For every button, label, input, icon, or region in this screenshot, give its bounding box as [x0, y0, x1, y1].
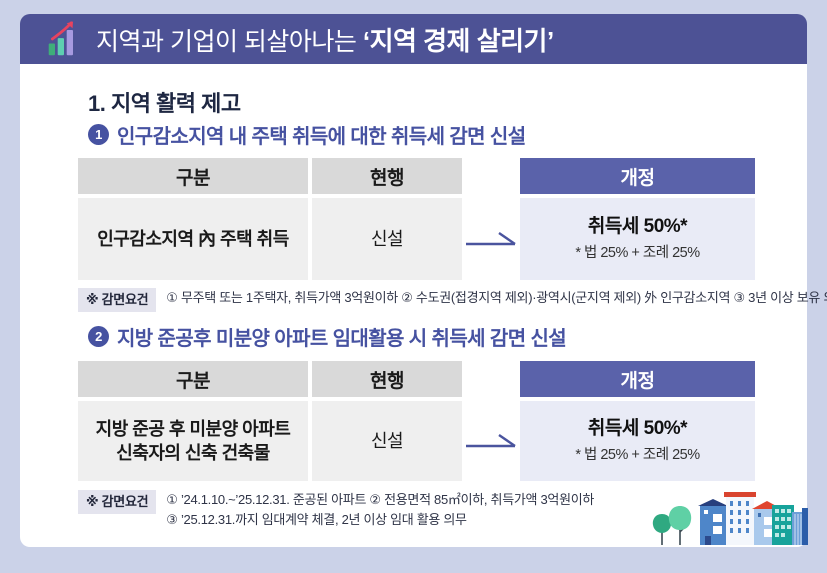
right-arrow-icon	[466, 232, 516, 246]
page-title: 지역과 기업이 되살아나는 ‘지역 경제 살리기’	[96, 21, 554, 58]
note-2-line1: ① ’24.1.10.~’25.12.31. 준공된 아파트 ② 전용면적 85…	[166, 492, 595, 507]
table2-revised-sub: * 법 25% + 조례 25%	[575, 447, 700, 464]
note-1-badge: ※ 감면요건	[78, 288, 157, 312]
note-2-badge: ※ 감면요건	[78, 490, 157, 514]
table2-cell-current: 신설	[312, 401, 462, 481]
table1-header-current: 현행	[312, 158, 462, 194]
table1-revised-main: 취득세 50%*	[587, 216, 688, 238]
rising-chart-icon	[48, 21, 73, 56]
comparison-table-1: 구분 현행 개정 인구감소지역 內 주택 취득 신설 취득세 50%* * 법 …	[78, 158, 755, 280]
table1-cell-current: 신설	[312, 198, 462, 280]
table1-header-category: 구분	[78, 158, 308, 194]
note-1: ※ 감면요건 ① 무주택 또는 1주택자, 취득가액 3억원이하 ② 수도권(접…	[78, 288, 827, 312]
number-badge-1: 1	[88, 124, 109, 145]
note-1-line1: ① 무주택 또는 1주택자, 취득가액 3억원이하 ② 수도권(접경지역 제외)…	[166, 290, 827, 305]
subsection-2-heading-text: 지방 준공후 미분양 아파트 임대활용 시 취득세 감면 신설	[117, 328, 567, 350]
city-illustration	[652, 492, 808, 545]
table2-revised-main: 취득세 50%*	[587, 418, 688, 440]
table1-cell-revised: 취득세 50%* * 법 25% + 조례 25%	[520, 198, 755, 280]
table2-arrow-cell	[466, 401, 516, 481]
number-badge-2: 2	[88, 326, 109, 347]
table2-cell-category: 지방 준공 후 미분양 아파트 신축자의 신축 건축물	[78, 401, 308, 481]
table2-header-spacer	[466, 361, 516, 397]
section-title: 1. 지역 활력 제고	[88, 91, 241, 116]
table2-header-current: 현행	[312, 361, 462, 397]
table1-revised-sub: * 법 25% + 조례 25%	[575, 245, 700, 262]
content-card: 1. 지역 활력 제고 1 인구감소지역 내 주택 취득에 대한 취득세 감면 …	[20, 64, 827, 547]
table2-cell-category-line1: 지방 준공 후 미분양 아파트	[95, 418, 291, 439]
table2-cell-category-line2: 신축자의 신축 건축물	[116, 443, 270, 463]
table1-arrow-cell	[466, 198, 516, 280]
table1-cell-category: 인구감소지역 內 주택 취득	[78, 198, 308, 280]
header-bar: 지역과 기업이 되살아나는 ‘지역 경제 살리기’	[20, 14, 807, 64]
comparison-table-2: 구분 현행 개정 지방 준공 후 미분양 아파트 신축자의 신축 건축물 신설 …	[78, 361, 755, 481]
table1-header-spacer	[466, 158, 516, 194]
subsection-2-heading: 2 지방 준공후 미분양 아파트 임대활용 시 취득세 감면 신설	[88, 322, 567, 351]
right-arrow-icon	[466, 434, 516, 448]
table2-header-revised: 개정	[520, 361, 755, 397]
page-title-prefix: 지역과 기업이 되살아나는	[96, 27, 363, 56]
table1-cell-category-line1: 인구감소지역 內 주택 취득	[97, 228, 289, 249]
note-2: ※ 감면요건 ① ’24.1.10.~’25.12.31. 준공된 아파트 ② …	[78, 490, 594, 529]
note-2-line2: ③ ’25.12.31.까지 임대계약 체결, 2년 이상 임대 활용 의무	[166, 511, 467, 527]
table2-cell-revised: 취득세 50%* * 법 25% + 조례 25%	[520, 401, 755, 481]
subsection-1-heading-text: 인구감소지역 내 주택 취득에 대한 취득세 감면 신설	[117, 126, 526, 148]
page-title-emphasis: ‘지역 경제 살리기’	[362, 25, 554, 56]
table1-header-revised: 개정	[520, 158, 755, 194]
table2-header-category: 구분	[78, 361, 308, 397]
subsection-1-heading: 1 인구감소지역 내 주택 취득에 대한 취득세 감면 신설	[88, 120, 526, 149]
